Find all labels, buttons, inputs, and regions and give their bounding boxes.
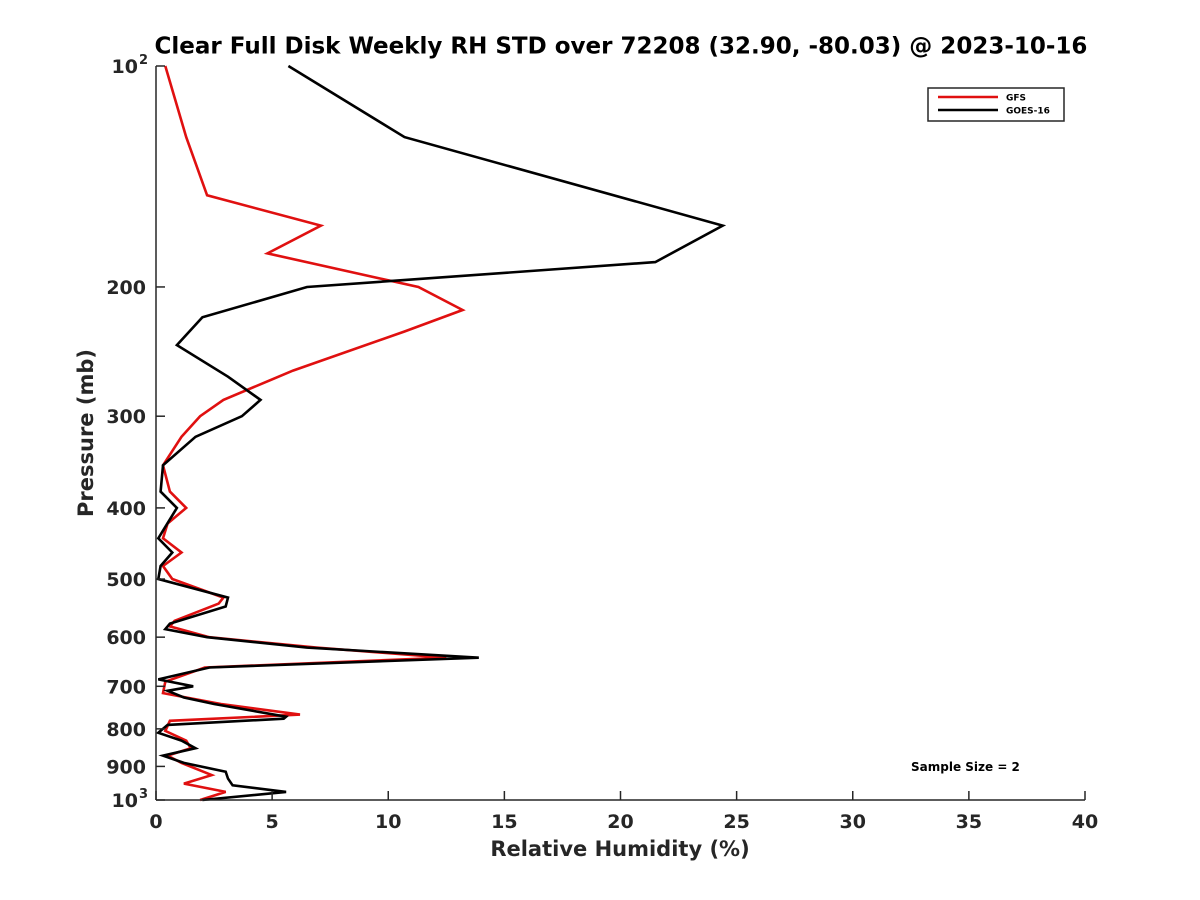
- x-tick-label: 40: [1072, 811, 1098, 833]
- x-tick-label: 30: [840, 811, 866, 833]
- y-tick-label-exponent: 2: [139, 53, 148, 68]
- x-tick-label: 35: [956, 811, 982, 833]
- x-tick-label: 0: [149, 811, 162, 833]
- y-tick-label: 600: [106, 627, 146, 649]
- x-tick-label: 20: [607, 811, 633, 833]
- y-tick-label-base: 10: [112, 56, 138, 78]
- y-tick-label-exponent: 3: [139, 787, 148, 802]
- chart-title: Clear Full Disk Weekly RH STD over 72208…: [155, 34, 1088, 60]
- y-axis-label: Pressure (mb): [74, 349, 98, 517]
- x-tick-label: 10: [375, 811, 401, 833]
- y-tick-label: 310: [112, 787, 148, 812]
- legend-box: [927, 87, 1065, 122]
- x-tick-label: 15: [491, 811, 517, 833]
- sample-size-annotation: Sample Size = 2: [911, 760, 1020, 774]
- series-line-1: [155, 64, 727, 802]
- y-tick-label: 700: [106, 676, 146, 698]
- y-tick-label: 400: [106, 498, 146, 520]
- series-line-0: [161, 65, 466, 802]
- legend-label-goes16: GOES-16: [1006, 107, 1050, 117]
- y-tick-label: 300: [106, 406, 146, 428]
- y-tick-label: 500: [106, 569, 146, 591]
- y-tick-label: 200: [106, 277, 146, 299]
- axes: [155, 66, 1085, 801]
- y-tick-label: 210: [112, 53, 148, 78]
- legend-label-gfs: GFS: [1006, 94, 1026, 104]
- legend: GFS GOES-16: [927, 87, 1065, 122]
- x-ticks: 0 5 10 15 20 25 30 35 40: [149, 791, 1098, 833]
- series-layer: [155, 64, 727, 802]
- y-tick-label-base: 10: [112, 790, 138, 812]
- x-tick-label: 5: [266, 811, 279, 833]
- x-axis-label: Relative Humidity (%): [490, 837, 749, 861]
- y-tick-label: 900: [106, 756, 146, 778]
- y-tick-label: 800: [106, 719, 146, 741]
- x-tick-label: 25: [723, 811, 749, 833]
